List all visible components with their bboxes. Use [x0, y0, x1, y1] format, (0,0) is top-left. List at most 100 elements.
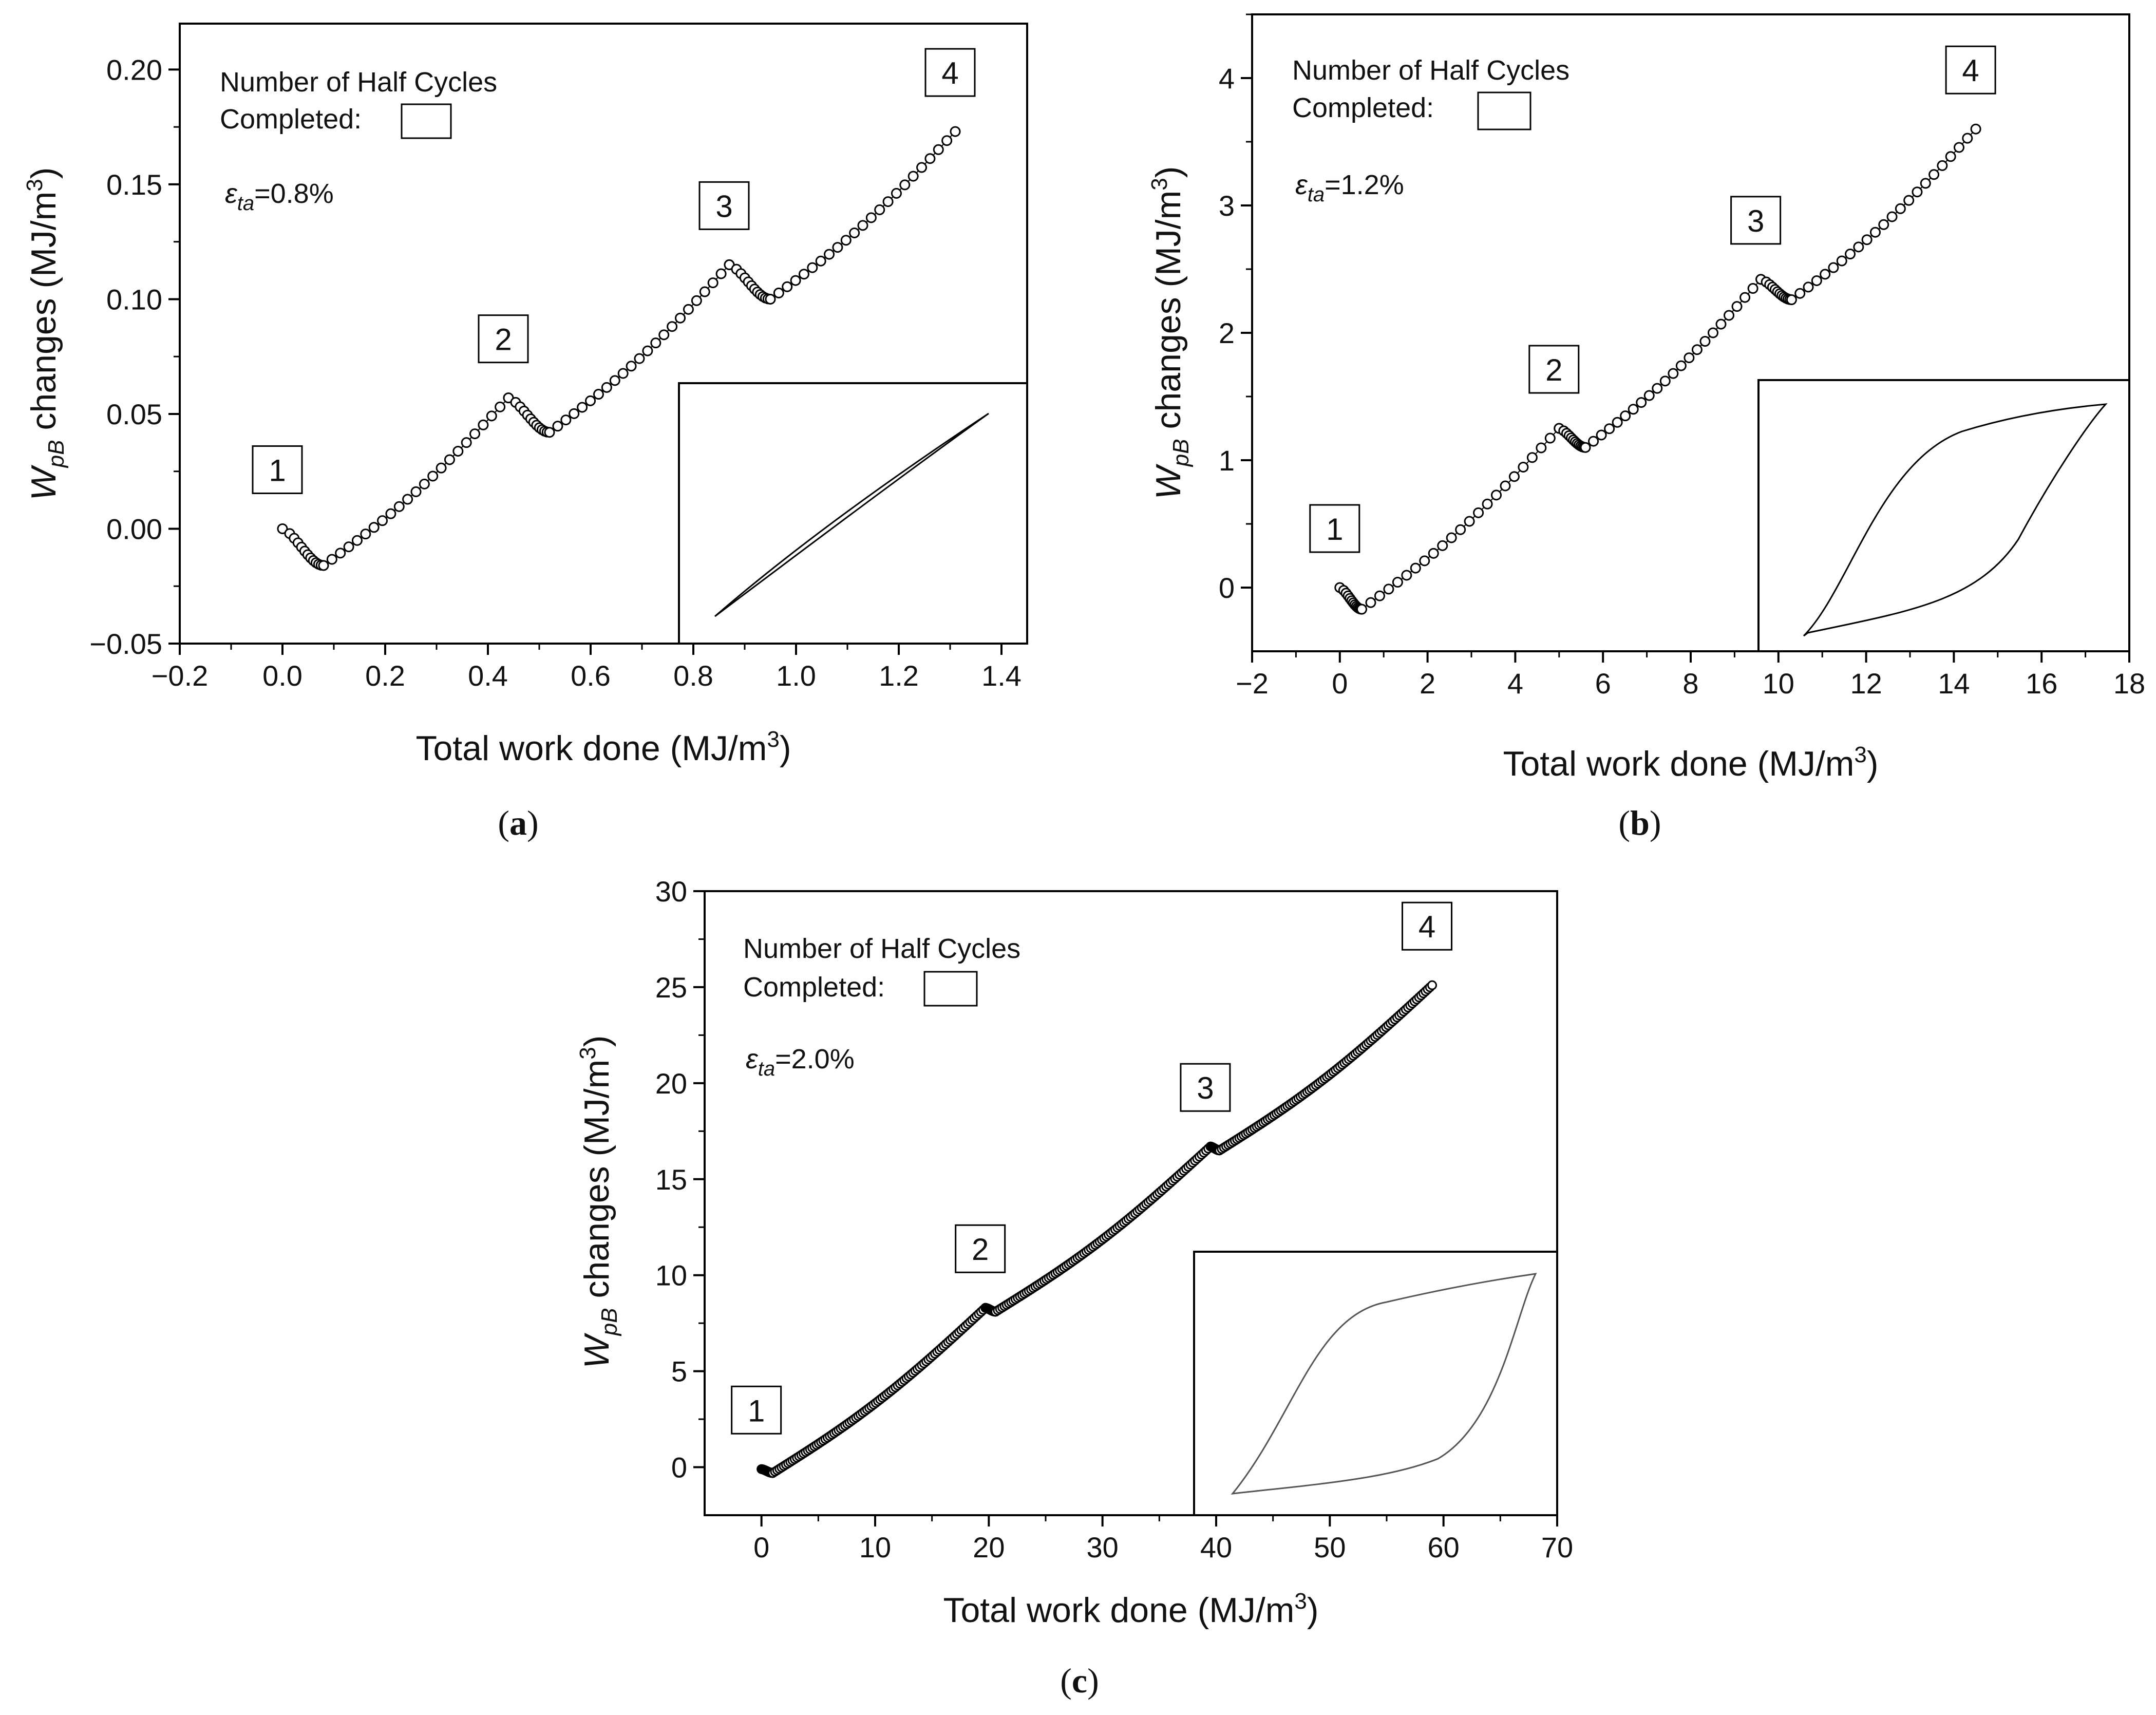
- y-tick-label: 0.10: [106, 283, 162, 315]
- x-tick-label: 4: [1507, 667, 1523, 700]
- data-point: [832, 242, 843, 253]
- cycle-marker-label: 2: [1545, 353, 1562, 387]
- y-tick-label: 10: [655, 1259, 687, 1292]
- y-tick-label: 30: [655, 875, 687, 908]
- data-point: [469, 428, 481, 440]
- x-tick-label: 8: [1682, 667, 1698, 700]
- data-series: [1334, 123, 1981, 615]
- data-point: [950, 126, 961, 137]
- x-tick-label: −0.2: [152, 659, 209, 692]
- x-tick-label: 0.0: [262, 659, 302, 692]
- data-point: [1786, 294, 1797, 306]
- data-point: [318, 560, 329, 571]
- cycle-marker-label: 2: [972, 1232, 989, 1267]
- cycle-marker-label: 1: [269, 453, 286, 487]
- data-point: [1427, 980, 1438, 990]
- data-point: [1684, 352, 1695, 364]
- data-point: [899, 179, 911, 191]
- strain-amplitude: εta=1.2%: [1295, 169, 1404, 206]
- data-point: [569, 408, 580, 419]
- data-point: [1482, 498, 1493, 510]
- cycle-marker-label: 4: [1419, 910, 1435, 944]
- cycle-markers: 1 2 3 4: [1309, 45, 1996, 553]
- data-series: [757, 980, 1438, 1478]
- data-point: [773, 287, 784, 298]
- data-series: [277, 126, 961, 571]
- data-point: [865, 212, 877, 223]
- data-point: [343, 541, 354, 553]
- y-axis-ticks: 0 5 10 15 20 25 30: [655, 875, 705, 1484]
- x-tick-label: 70: [1541, 1531, 1573, 1563]
- data-point: [1604, 423, 1615, 435]
- data-point: [609, 375, 620, 386]
- data-point: [577, 402, 588, 413]
- x-tick-label: 14: [1938, 667, 1970, 700]
- data-point: [1747, 283, 1758, 294]
- cycle-marker-box: [731, 1385, 782, 1435]
- x-tick-label: 20: [973, 1531, 1005, 1563]
- cycle-markers: 1 2 3 4: [252, 48, 976, 494]
- x-tick-label: 40: [1200, 1531, 1232, 1563]
- data-point: [782, 281, 793, 292]
- data-point: [419, 478, 430, 489]
- y-tick-label: 4: [1219, 62, 1235, 95]
- data-point: [360, 529, 371, 540]
- data-point: [1707, 327, 1718, 338]
- inset-hysteresis: [1193, 1251, 1558, 1516]
- x-tick-label: 1.0: [776, 659, 816, 692]
- data-point: [798, 269, 809, 280]
- x-tick-label: 60: [1428, 1531, 1460, 1563]
- data-point: [1652, 383, 1663, 394]
- data-point: [436, 462, 447, 474]
- data-point: [1419, 555, 1430, 567]
- data-point: [1970, 123, 1981, 135]
- data-point: [1401, 570, 1412, 581]
- x-tick-label: 0.8: [673, 659, 713, 692]
- data-point: [1724, 310, 1735, 321]
- data-point: [326, 554, 337, 565]
- data-point: [807, 262, 818, 273]
- data-point: [1536, 442, 1547, 454]
- data-point: [815, 255, 826, 267]
- data-point: [1374, 590, 1385, 601]
- data-point: [634, 353, 645, 364]
- data-point: [857, 220, 868, 231]
- cycle-marker-box: [252, 445, 303, 494]
- data-point: [1845, 249, 1856, 260]
- inset-hysteresis: [678, 382, 1028, 645]
- cycle-marker-box: [1730, 196, 1782, 245]
- x-tick-label: 18: [2113, 667, 2145, 700]
- panel-label: (a): [498, 803, 538, 842]
- cycle-marker-box: [924, 48, 976, 97]
- legend-line-1: Number of Half Cycles: [220, 67, 497, 98]
- data-point: [1820, 269, 1831, 280]
- data-point: [1903, 195, 1915, 206]
- data-point: [585, 395, 596, 406]
- data-point: [1526, 452, 1538, 463]
- data-point: [941, 135, 953, 146]
- data-point: [1491, 489, 1502, 501]
- legend-swatch: [923, 971, 978, 1007]
- legend-line-1: Number of Half Cycles: [743, 933, 1020, 964]
- cycle-marker-label: 3: [1197, 1071, 1214, 1105]
- data-point: [1580, 442, 1591, 453]
- x-axis-ticks: 0 10 20 30 40 50 60 70: [753, 1515, 1573, 1563]
- cycle-marker-label: 1: [1326, 512, 1343, 546]
- legend-line-2: Completed:: [743, 972, 885, 1003]
- data-point: [790, 275, 801, 286]
- y-tick-label: 2: [1219, 317, 1235, 349]
- data-point: [907, 171, 919, 182]
- data-point: [1596, 429, 1607, 441]
- data-point: [675, 312, 686, 324]
- y-tick-label: 0: [671, 1452, 687, 1484]
- legend-line-1: Number of Half Cycles: [1292, 55, 1569, 86]
- x-tick-label: −2: [1236, 667, 1269, 700]
- y-axis-title: WpB changes (MJ/m3): [575, 1035, 622, 1369]
- data-point: [707, 277, 718, 289]
- y-axis-ticks: −0.05 0.00 0.05 0.10 0.15 0.20: [89, 53, 180, 660]
- data-point: [1365, 597, 1376, 608]
- data-point: [667, 321, 678, 332]
- data-point: [1628, 404, 1639, 415]
- y-axis-title: WpB changes (MJ/m3): [22, 167, 69, 501]
- y-tick-label: 3: [1219, 190, 1235, 222]
